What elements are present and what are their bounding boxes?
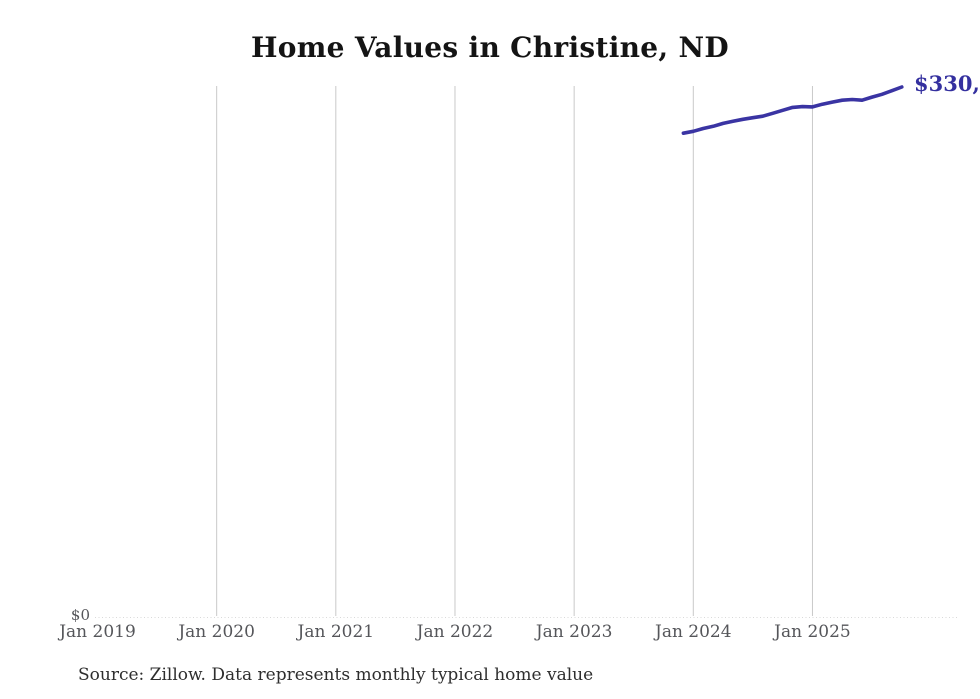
x-axis-tick-label: Jan 2023 [535,622,613,642]
x-axis-tick-label: Jan 2024 [655,622,732,642]
x-axis-tick-label: Jan 2019 [59,622,136,642]
x-axis-tick-label: Jan 2025 [774,622,851,642]
line-end-value-label: $330,833 [914,71,980,96]
y-axis-zero-label: $0 [70,606,90,624]
chart-title: Home Values in Christine, ND [251,31,729,64]
home-value-line [681,85,904,135]
x-axis-tick-label: Jan 2022 [416,622,494,642]
x-axis-tick-label: Jan 2021 [297,622,375,642]
source-note: Source: Zillow. Data represents monthly … [78,665,594,685]
x-axis-tick-label: Jan 2020 [178,622,255,642]
